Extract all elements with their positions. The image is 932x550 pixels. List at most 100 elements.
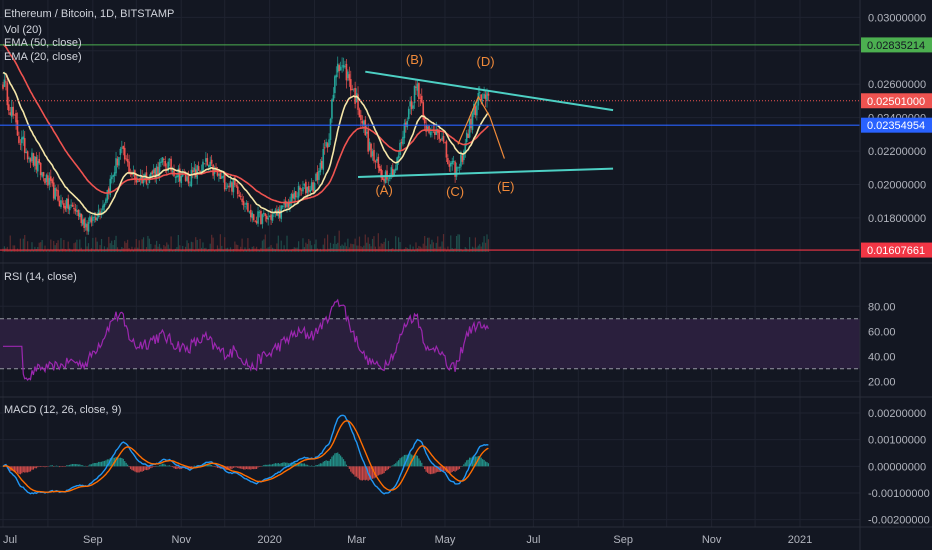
candle[interactable] — [378, 163, 381, 173]
candle[interactable] — [341, 57, 343, 73]
candle-body[interactable] — [263, 212, 265, 215]
candle-body[interactable] — [68, 206, 71, 211]
candle-body[interactable] — [483, 93, 485, 99]
candle[interactable] — [97, 204, 100, 219]
candle[interactable] — [399, 139, 401, 160]
candle[interactable] — [121, 140, 123, 154]
candle[interactable] — [439, 138, 442, 143]
candle-body[interactable] — [209, 161, 212, 167]
candle[interactable] — [205, 151, 207, 167]
candle[interactable] — [247, 200, 249, 213]
candle-body[interactable] — [334, 76, 336, 94]
candle-body[interactable] — [363, 120, 365, 126]
candle[interactable] — [86, 220, 88, 235]
candle[interactable] — [458, 163, 461, 174]
candle[interactable] — [396, 156, 398, 171]
candle[interactable] — [31, 148, 33, 164]
candle-body[interactable] — [83, 218, 85, 229]
candle-body[interactable] — [186, 176, 188, 182]
candle-body[interactable] — [16, 120, 19, 136]
candle[interactable] — [241, 193, 243, 206]
candle[interactable] — [35, 152, 38, 174]
candle[interactable] — [319, 159, 322, 176]
candle-body[interactable] — [441, 137, 443, 140]
candle[interactable] — [23, 131, 26, 160]
candle-body[interactable] — [222, 175, 225, 178]
candle[interactable] — [238, 190, 241, 198]
candle[interactable] — [244, 202, 246, 212]
candle-body[interactable] — [429, 132, 432, 136]
candle-body[interactable] — [158, 162, 161, 177]
candle-body[interactable] — [207, 165, 210, 168]
candle-body[interactable] — [202, 161, 204, 172]
candle-body[interactable] — [109, 178, 112, 195]
candle[interactable] — [103, 202, 106, 213]
candle[interactable] — [242, 196, 245, 210]
candle-body[interactable] — [370, 143, 372, 157]
candle-body[interactable] — [423, 117, 426, 124]
candle[interactable] — [345, 58, 348, 89]
candle-body[interactable] — [232, 179, 235, 193]
candle-body[interactable] — [150, 172, 152, 178]
candle-body[interactable] — [58, 200, 61, 207]
price-tag[interactable]: 0.02354954 — [861, 117, 932, 133]
candle-body[interactable] — [470, 118, 472, 129]
candle-body[interactable] — [115, 158, 117, 174]
candle[interactable] — [306, 186, 309, 200]
candle-body[interactable] — [178, 168, 181, 182]
candle-body[interactable] — [454, 161, 456, 177]
candle[interactable] — [329, 117, 332, 146]
candle[interactable] — [58, 195, 61, 207]
candle-body[interactable] — [419, 97, 422, 99]
candle-body[interactable] — [219, 172, 222, 180]
candle[interactable] — [374, 159, 377, 169]
candle[interactable] — [283, 199, 285, 210]
candle[interactable] — [407, 106, 410, 121]
candle[interactable] — [235, 182, 238, 189]
candle-body[interactable] — [287, 201, 290, 208]
candle-body[interactable] — [254, 220, 256, 222]
candle-body[interactable] — [67, 198, 70, 209]
candle-body[interactable] — [397, 155, 400, 159]
candle-body[interactable] — [51, 179, 54, 184]
candle[interactable] — [342, 57, 345, 72]
candle-body[interactable] — [10, 107, 13, 117]
candle-body[interactable] — [355, 93, 358, 103]
candle[interactable] — [193, 161, 196, 179]
candle-body[interactable] — [15, 112, 17, 123]
candle-body[interactable] — [455, 166, 458, 177]
candle-body[interactable] — [32, 153, 35, 166]
candle-body[interactable] — [474, 106, 477, 116]
candle[interactable] — [315, 172, 317, 182]
candle[interactable] — [226, 183, 229, 189]
candle-body[interactable] — [163, 159, 165, 160]
candle-body[interactable] — [249, 209, 252, 218]
candle[interactable] — [19, 139, 22, 150]
candle-body[interactable] — [445, 141, 448, 158]
candle[interactable] — [467, 129, 469, 139]
candle[interactable] — [176, 173, 178, 183]
candle[interactable] — [150, 172, 152, 180]
candle[interactable] — [3, 71, 6, 88]
candle[interactable] — [416, 80, 419, 97]
candle[interactable] — [192, 166, 194, 179]
candle-body[interactable] — [107, 188, 110, 194]
macd-signal-line[interactable] — [2, 420, 489, 493]
candle[interactable] — [251, 210, 254, 223]
candle[interactable] — [370, 142, 372, 159]
candle[interactable] — [122, 145, 125, 156]
candle-body[interactable] — [196, 165, 198, 179]
candle[interactable] — [271, 208, 274, 223]
candle[interactable] — [13, 114, 16, 116]
candle[interactable] — [197, 161, 200, 172]
candle[interactable] — [222, 171, 225, 183]
candle-body[interactable] — [160, 161, 162, 164]
candle-body[interactable] — [271, 214, 274, 221]
candle-body[interactable] — [299, 187, 301, 190]
candle-body[interactable] — [383, 178, 385, 182]
candle[interactable] — [112, 174, 114, 184]
candle-body[interactable] — [471, 113, 474, 130]
candle[interactable] — [254, 219, 256, 223]
candle-body[interactable] — [315, 173, 317, 182]
candle[interactable] — [25, 148, 27, 154]
